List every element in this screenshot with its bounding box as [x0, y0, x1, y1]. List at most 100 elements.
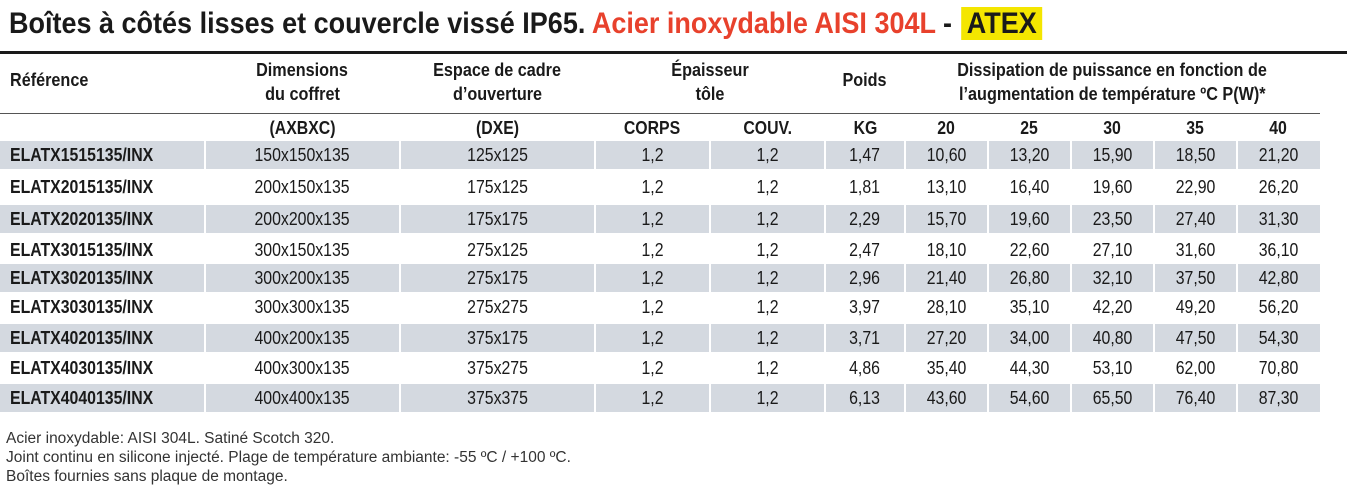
cell-espace: 125x125 — [401, 141, 594, 169]
table-row: ELATX4030135/INX 400x300x135 375x275 1,2… — [0, 354, 1320, 382]
cell-t20: 27,20 — [906, 324, 987, 352]
cell-t25: 34,00 — [989, 324, 1070, 352]
title-rule — [0, 51, 1347, 54]
cell-espace: 275x125 — [467, 240, 528, 260]
cell-espace: 375x175 — [401, 324, 594, 352]
table-row: ELATX2015135/INX 200x150x135 175x125 1,2… — [0, 173, 1320, 201]
cell-espace: 275x275 — [467, 297, 528, 317]
table-row: ELATX1515135/INX 150x150x135 125x125 1,2… — [0, 141, 1320, 169]
cell-t35: 47,50 — [1155, 324, 1236, 352]
header-dimensions: Dimensions du coffret — [256, 60, 349, 104]
cell-t40: 70,80 — [1259, 358, 1299, 378]
cell-t25: 16,40 — [1009, 177, 1050, 197]
cell-reference: ELATX4040135/INX — [0, 384, 204, 412]
table-row: ELATX4040135/INX 400x400x135 375x375 1,2… — [0, 384, 1320, 412]
note-mounting: Boîtes fournies sans plaque de montage. — [6, 468, 288, 485]
table-row: ELATX4020135/INX 400x200x135 375x175 1,2… — [0, 324, 1320, 352]
cell-kg: 2,96 — [826, 264, 904, 292]
header-dissipation: Dissipation de puissance en fonction de … — [957, 60, 1268, 104]
subheader-espace: (DXE) — [475, 118, 520, 138]
cell-t20: 18,10 — [926, 240, 967, 260]
cell-kg: 3,71 — [826, 324, 904, 352]
cell-espace: 375x375 — [401, 384, 594, 412]
cell-t25: 35,10 — [1009, 297, 1050, 317]
subheader-t20: 20 — [937, 118, 956, 138]
cell-corps: 1,2 — [596, 205, 709, 233]
cell-t20: 35,40 — [926, 358, 967, 378]
table-row: ELATX3020135/INX 300x200x135 275x175 1,2… — [0, 264, 1320, 292]
cell-couv: 1,2 — [711, 264, 824, 292]
cell-reference: ELATX4020135/INX — [0, 324, 204, 352]
subheader-t25: 25 — [1020, 118, 1039, 138]
cell-t30: 23,50 — [1072, 205, 1153, 233]
cell-dimensions: 400x200x135 — [206, 324, 399, 352]
cell-corps: 1,2 — [596, 141, 709, 169]
cell-corps: 1,2 — [641, 358, 664, 378]
cell-kg: 3,97 — [849, 297, 881, 317]
cell-dimensions: 400x300x135 — [254, 358, 351, 378]
cell-t35: 62,00 — [1175, 358, 1216, 378]
cell-corps: 1,2 — [641, 177, 664, 197]
cell-reference: ELATX1515135/INX — [0, 141, 204, 169]
cell-t30: 27,10 — [1092, 240, 1133, 260]
header-poids: Poids — [842, 70, 888, 90]
cell-t30: 15,90 — [1072, 141, 1153, 169]
cell-dimensions: 150x150x135 — [206, 141, 399, 169]
header-espace: Espace de cadre d’ouverture — [433, 60, 562, 104]
cell-t30: 53,10 — [1092, 358, 1133, 378]
cell-kg: 1,81 — [849, 177, 881, 197]
subheader-couv: COUV. — [743, 118, 792, 138]
cell-corps: 1,2 — [596, 264, 709, 292]
cell-reference: ELATX2020135/INX — [0, 205, 204, 233]
cell-t35: 49,20 — [1175, 297, 1216, 317]
title-main: Boîtes à côtés lisses et couvercle vissé… — [9, 7, 586, 40]
cell-reference: ELATX4030135/INX — [10, 358, 154, 378]
cell-t35: 22,90 — [1175, 177, 1216, 197]
cell-espace: 275x175 — [401, 264, 594, 292]
cell-couv: 1,2 — [756, 297, 779, 317]
cell-t25: 54,60 — [989, 384, 1070, 412]
cell-kg: 2,29 — [826, 205, 904, 233]
header-epaisseur: Épaisseur tôle — [671, 60, 749, 104]
cell-reference: ELATX3020135/INX — [0, 264, 204, 292]
cell-t40: 56,20 — [1259, 297, 1299, 317]
cell-couv: 1,2 — [711, 384, 824, 412]
cell-corps: 1,2 — [596, 324, 709, 352]
cell-t20: 13,10 — [926, 177, 967, 197]
subheader-corps: CORPS — [624, 118, 681, 138]
cell-couv: 1,2 — [756, 240, 779, 260]
cell-reference: ELATX3030135/INX — [10, 297, 154, 317]
cell-t35: 37,50 — [1155, 264, 1236, 292]
cell-t20: 21,40 — [906, 264, 987, 292]
cell-couv: 1,2 — [711, 324, 824, 352]
cell-t30: 40,80 — [1072, 324, 1153, 352]
cell-dimensions: 300x150x135 — [254, 240, 351, 260]
cell-t40: 21,20 — [1238, 141, 1320, 169]
cell-corps: 1,2 — [596, 384, 709, 412]
table-row: ELATX3030135/INX 300x300x135 275x275 1,2… — [0, 293, 1320, 321]
cell-kg: 4,86 — [849, 358, 881, 378]
cell-t20: 28,10 — [926, 297, 967, 317]
cell-t40: 54,30 — [1238, 324, 1320, 352]
cell-t40: 87,30 — [1238, 384, 1320, 412]
title-material: Acier inoxydable AISI 304L — [591, 7, 936, 40]
cell-couv: 1,2 — [756, 177, 779, 197]
cell-corps: 1,2 — [641, 240, 664, 260]
cell-kg: 1,47 — [826, 141, 904, 169]
cell-kg: 2,47 — [849, 240, 881, 260]
cell-t25: 19,60 — [989, 205, 1070, 233]
cell-reference: ELATX2015135/INX — [10, 177, 154, 197]
cell-couv: 1,2 — [756, 358, 779, 378]
title-atex-badge: ATEX — [961, 7, 1043, 40]
cell-dimensions: 200x200x135 — [206, 205, 399, 233]
cell-t25: 26,80 — [989, 264, 1070, 292]
subheader-dimensions: (AXBXC) — [269, 118, 336, 138]
cell-t30: 19,60 — [1092, 177, 1133, 197]
cell-t30: 42,20 — [1092, 297, 1133, 317]
cell-t30: 32,10 — [1072, 264, 1153, 292]
cell-espace: 175x125 — [467, 177, 528, 197]
cell-t25: 44,30 — [1009, 358, 1050, 378]
cell-t35: 27,40 — [1155, 205, 1236, 233]
cell-dimensions: 300x200x135 — [206, 264, 399, 292]
table-row: ELATX2020135/INX 200x200x135 175x175 1,2… — [0, 205, 1320, 233]
